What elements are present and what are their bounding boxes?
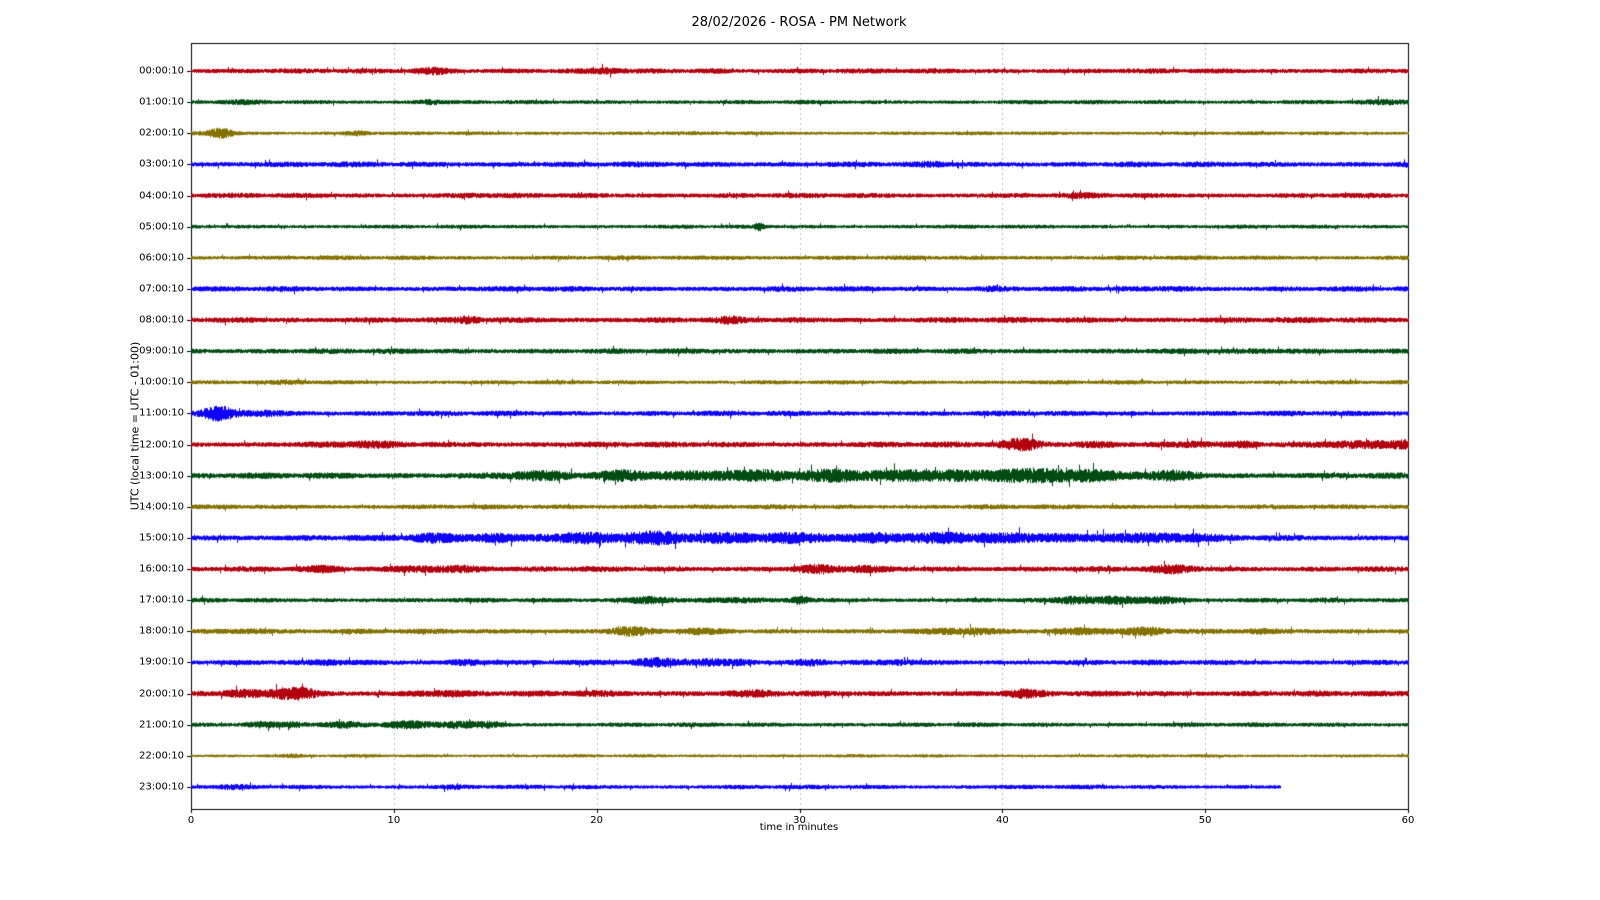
y-tick-label: 01:00:10 <box>139 96 184 108</box>
y-tick-label: 23:00:10 <box>139 781 184 793</box>
y-tick-label: 16:00:10 <box>139 563 184 575</box>
x-tick-label: 30 <box>793 815 806 826</box>
y-tick-label: 09:00:10 <box>139 345 184 357</box>
x-tick-label: 20 <box>590 815 604 826</box>
y-tick-label: 05:00:10 <box>139 221 184 233</box>
y-tick-label: 07:00:10 <box>139 283 184 295</box>
y-tick-label: 15:00:10 <box>139 532 184 544</box>
y-tick-label: 17:00:10 <box>139 594 184 606</box>
y-tick-label: 04:00:10 <box>139 190 184 202</box>
x-axis-label: time in minutes <box>759 822 839 833</box>
y-tick-label: 11:00:10 <box>139 407 184 419</box>
x-tick-label: 0 <box>187 815 195 826</box>
y-tick-label: 02:00:10 <box>139 127 184 139</box>
y-tick-label: 00:00:10 <box>139 65 184 77</box>
y-tick-label: 12:00:10 <box>139 439 184 451</box>
y-tick-label: 19:00:10 <box>139 656 184 668</box>
y-tick-label: 13:00:10 <box>139 470 184 482</box>
y-tick-label: 08:00:10 <box>139 314 184 326</box>
x-tick-label: 50 <box>1198 815 1212 826</box>
y-tick-label: 20:00:10 <box>139 688 184 700</box>
y-axis-label: UTC (local time = UTC - 01:00) <box>128 341 142 511</box>
x-tick-label: 10 <box>387 815 401 826</box>
y-tick-label: 22:00:10 <box>139 750 184 762</box>
x-tick-label: 40 <box>995 815 1009 826</box>
y-tick-label: 18:00:10 <box>139 625 184 637</box>
y-tick-label: 06:00:10 <box>139 252 184 264</box>
x-tick-label: 60 <box>1401 815 1415 826</box>
chart-title: 28/02/2026 - ROSA - PM Network <box>691 15 907 30</box>
y-tick-label: 03:00:10 <box>139 158 184 170</box>
y-tick-label: 21:00:10 <box>139 719 184 731</box>
y-tick-label: 14:00:10 <box>139 501 184 513</box>
y-tick-label: 10:00:10 <box>139 376 184 388</box>
